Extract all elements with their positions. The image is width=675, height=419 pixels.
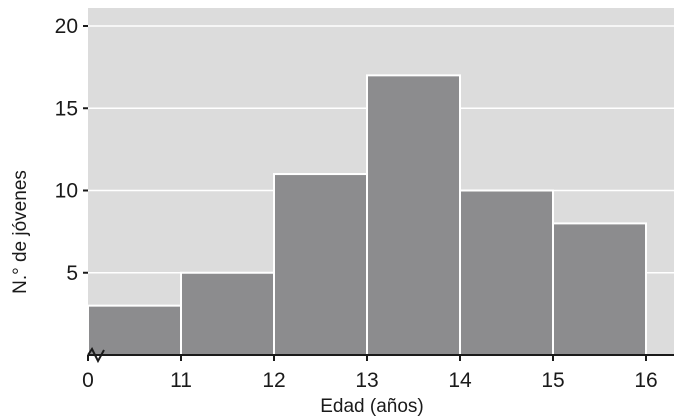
y-axis-title: N.° de jóvenes — [10, 170, 31, 294]
x-tick-label-4: 14 — [448, 369, 472, 392]
y-tick-label-5: 5 — [66, 262, 78, 285]
x-tick-label-5: 15 — [541, 369, 564, 392]
y-tick-label-20: 20 — [55, 15, 78, 38]
x-tick-label-6: 16 — [634, 369, 657, 392]
x-axis-title: Edad (años) — [320, 396, 424, 417]
x-tick-label-1: 11 — [170, 369, 192, 392]
x-tick-label-3: 13 — [355, 369, 378, 392]
x-axis-break-mark — [87, 347, 105, 364]
ticks: 5 10 15 20 0 11 12 13 14 15 16 — [55, 15, 658, 392]
x-tick-label-0: 0 — [82, 369, 94, 392]
histogram-bar-2 — [273, 173, 368, 356]
y-tick-label-10: 10 — [55, 180, 78, 203]
x-tick-label-2: 12 — [262, 369, 285, 392]
bars — [87, 74, 647, 356]
histogram-bar-5 — [552, 222, 647, 356]
histogram-bar-3 — [366, 74, 461, 356]
y-tick-label-15: 15 — [55, 97, 78, 120]
histogram-bar-4 — [459, 189, 554, 356]
axes — [87, 347, 674, 364]
histogram-bar-1 — [180, 271, 275, 356]
histogram-bar-0 — [87, 304, 182, 356]
